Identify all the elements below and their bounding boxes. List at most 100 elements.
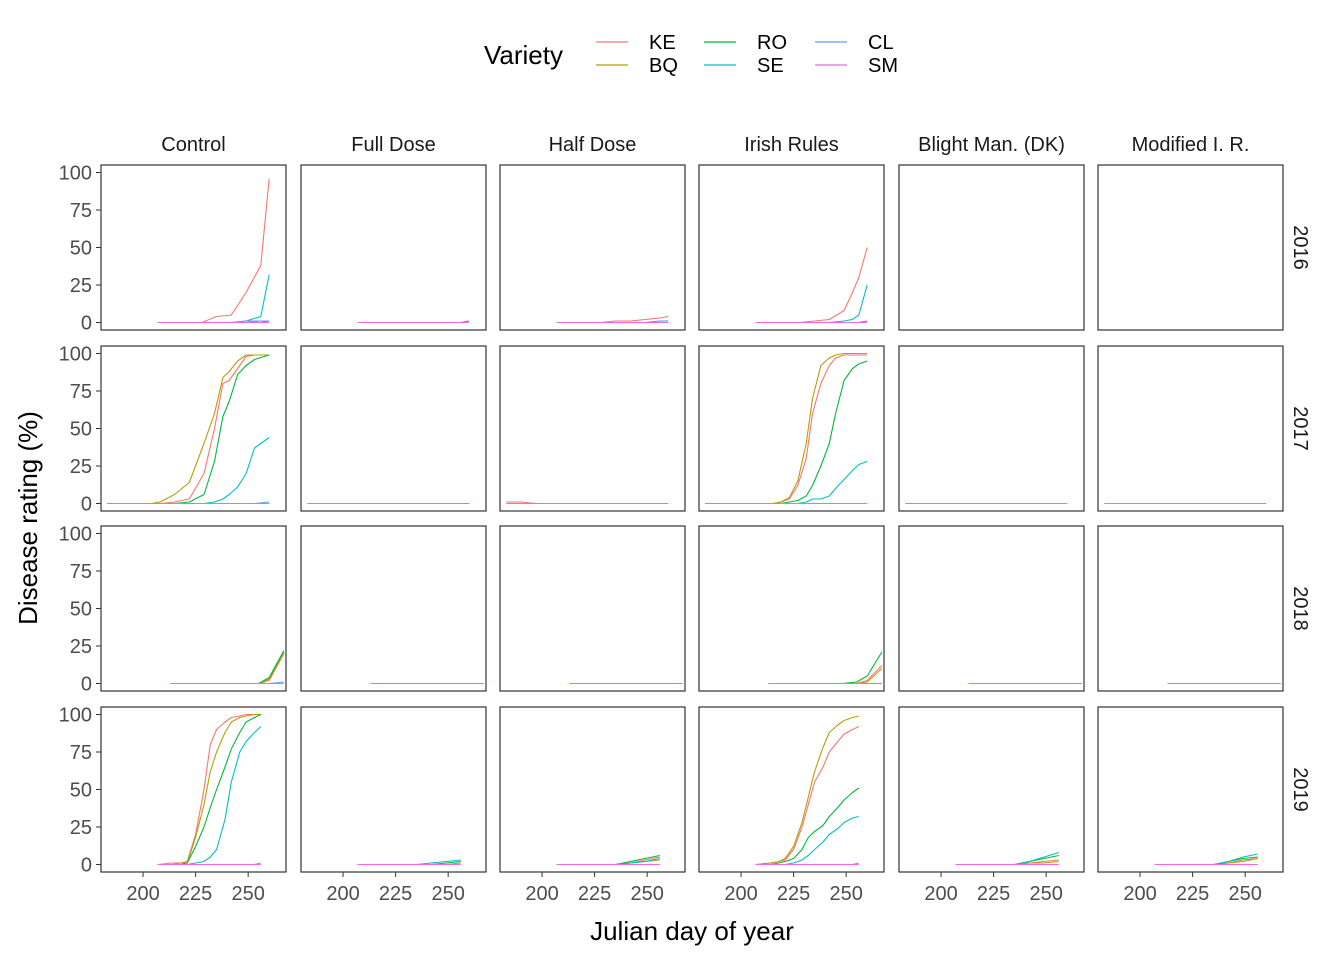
series-line-se-2017-irish-rules xyxy=(705,460,868,505)
legend-item-ro: RO xyxy=(704,32,787,54)
panel-2017-full-dose xyxy=(300,345,487,512)
facet-strip-modified-i-r: Modified I. R. xyxy=(1132,134,1250,156)
series-line-bq-2017-control xyxy=(107,354,270,505)
y-tick-label: 100 xyxy=(59,524,92,546)
series-line-bq-2019-irish-rules xyxy=(755,715,859,866)
panel-2016-modified-i-r xyxy=(1097,164,1284,331)
x-tick-label: 200 xyxy=(724,883,757,905)
x-axis-title: Julian day of year xyxy=(590,916,794,946)
panel-border xyxy=(698,345,885,512)
panel-border xyxy=(300,525,487,692)
series-line-ro-2019-control xyxy=(157,714,262,866)
series-line-ke-2016-control xyxy=(157,178,270,324)
facet-strip-full-dose: Full Dose xyxy=(351,134,435,156)
y-tick-label: 50 xyxy=(70,238,92,260)
y-tick-label: 25 xyxy=(70,275,92,297)
legend-label-cl: CL xyxy=(868,32,894,54)
row-strip-2016: 2016 xyxy=(1289,225,1311,270)
panel-2019-full-dose xyxy=(300,706,487,873)
x-tick-label: 225 xyxy=(1176,883,1209,905)
x-tick-label: 225 xyxy=(379,883,412,905)
panel-2019-blight-man-dk xyxy=(898,706,1085,873)
y-tick-label: 75 xyxy=(70,561,92,583)
x-tick-label: 225 xyxy=(777,883,810,905)
panel-border xyxy=(300,345,487,512)
y-tick-label: 0 xyxy=(81,313,92,335)
panel-border xyxy=(300,706,487,873)
panel-border xyxy=(898,164,1085,331)
x-tick-label: 200 xyxy=(326,883,359,905)
x-tick-label: 200 xyxy=(924,883,957,905)
panel-border xyxy=(499,706,686,873)
panel-2016-blight-man-dk xyxy=(898,164,1085,331)
panel-2019-modified-i-r xyxy=(1097,706,1284,873)
x-tick-label: 250 xyxy=(231,883,264,905)
facet-strip-control: Control xyxy=(161,134,225,156)
y-tick-label: 25 xyxy=(70,636,92,658)
y-tick-label: 100 xyxy=(59,344,92,366)
series-line-ke-2016-irish-rules xyxy=(755,247,868,324)
series-line-ke-2019-blight-man-dk xyxy=(955,859,1059,866)
y-tick-label: 50 xyxy=(70,599,92,621)
panel-border xyxy=(898,345,1085,512)
legend-title: Variety xyxy=(484,40,563,70)
panel-border xyxy=(100,525,287,692)
panel-border xyxy=(1097,164,1284,331)
panel-border xyxy=(1097,345,1284,512)
panel-2019-half-dose xyxy=(499,706,686,873)
panel-border xyxy=(100,706,287,873)
panel-2019-irish-rules xyxy=(698,706,885,873)
y-tick-label: 50 xyxy=(70,419,92,441)
y-tick-label: 0 xyxy=(81,494,92,516)
x-tick-label: 250 xyxy=(630,883,663,905)
panel-border xyxy=(898,525,1085,692)
series-line-ro-2019-modified-i-r xyxy=(1154,856,1258,866)
y-tick-label: 75 xyxy=(70,200,92,222)
series-line-bq-2019-control xyxy=(157,713,261,866)
panel-2017-modified-i-r xyxy=(1097,345,1284,512)
series-line-ke-2018-irish-rules xyxy=(768,665,883,685)
panel-border xyxy=(698,525,885,692)
series-line-ro-2017-irish-rules xyxy=(705,360,868,505)
panel-2017-blight-man-dk xyxy=(898,345,1085,512)
panel-border xyxy=(1097,525,1284,692)
x-tick-label: 225 xyxy=(179,883,212,905)
panel-border xyxy=(898,706,1085,873)
row-strip-2019: 2019 xyxy=(1289,767,1311,812)
panel-border xyxy=(100,345,287,512)
panel-border xyxy=(698,706,885,873)
x-tick-label: 250 xyxy=(829,883,862,905)
series-line-ro-2017-control xyxy=(107,354,270,505)
y-tick-label: 100 xyxy=(59,705,92,727)
series-line-se-2017-control xyxy=(107,437,270,505)
series-line-ke-2019-modified-i-r xyxy=(1154,857,1258,866)
x-tick-label: 250 xyxy=(1228,883,1261,905)
y-tick-label: 100 xyxy=(59,163,92,185)
legend-item-cl: CL xyxy=(815,32,894,54)
panel-2018-full-dose xyxy=(300,525,487,692)
row-strip-2018: 2018 xyxy=(1289,586,1311,631)
panel-2018-blight-man-dk xyxy=(898,525,1085,692)
facet-strip-irish-rules: Irish Rules xyxy=(744,134,838,156)
series-line-se-2019-full-dose xyxy=(357,859,461,866)
series-line-ro-2018-control xyxy=(170,650,285,685)
facet-strip-blight-man-dk: Blight Man. (DK) xyxy=(918,134,1065,156)
panel-2016-full-dose xyxy=(300,164,487,331)
panel-border xyxy=(300,164,487,331)
panel-2016-irish-rules xyxy=(698,164,885,331)
y-axis-title: Disease rating (%) xyxy=(13,411,43,625)
series-line-se-2016-irish-rules xyxy=(755,284,868,324)
panel-2018-half-dose xyxy=(499,525,686,692)
panel-2018-irish-rules xyxy=(698,525,885,692)
x-tick-label: 200 xyxy=(1123,883,1156,905)
y-tick-label: 75 xyxy=(70,742,92,764)
legend-label-se: SE xyxy=(757,55,784,77)
series-line-ke-2019-irish-rules xyxy=(755,726,860,866)
legend-label-sm: SM xyxy=(868,55,898,77)
legend-item-bq: BQ xyxy=(596,55,678,77)
panel-2018-control xyxy=(100,525,287,692)
y-tick-label: 50 xyxy=(70,780,92,802)
panel-2017-control xyxy=(100,345,287,512)
